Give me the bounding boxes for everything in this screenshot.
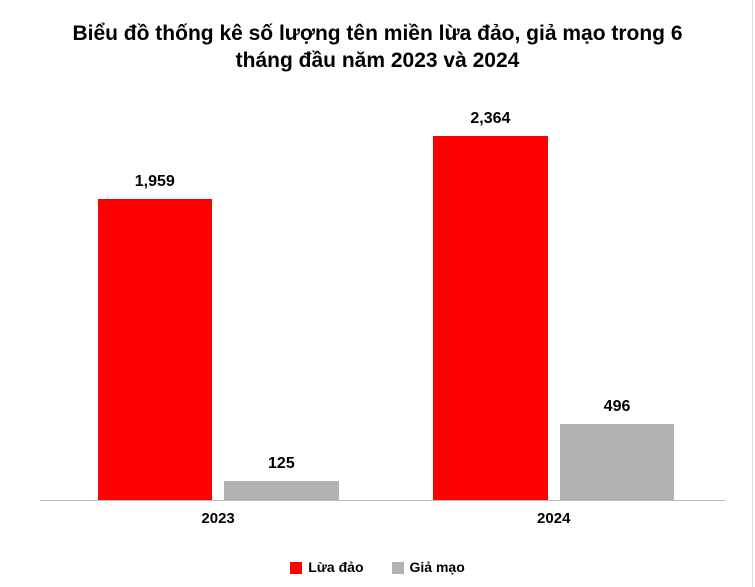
right-border xyxy=(752,0,753,587)
bar-value-label: 125 xyxy=(224,455,339,473)
plot-area: 1,95912520232,3644962024 xyxy=(40,100,725,501)
bar: 1,959 xyxy=(98,199,213,500)
bar-value-label: 2,364 xyxy=(433,110,548,128)
legend-swatch xyxy=(392,562,404,574)
category-label: 2023 xyxy=(67,500,368,527)
category-label: 2024 xyxy=(403,500,704,527)
legend-text: Lừa đảo xyxy=(308,559,363,575)
bar-group: 1,9591252023 xyxy=(67,100,368,500)
bar: 125 xyxy=(224,481,339,500)
bar: 2,364 xyxy=(433,136,548,500)
chart-title: Biểu đồ thống kê số lượng tên miền lừa đ… xyxy=(0,0,755,75)
chart-container: Biểu đồ thống kê số lượng tên miền lừa đ… xyxy=(0,0,755,587)
legend-swatch xyxy=(290,562,302,574)
legend-item: Giả mạo xyxy=(392,559,465,575)
bar-value-label: 1,959 xyxy=(98,173,213,191)
bar: 496 xyxy=(560,424,675,500)
legend: Lừa đảo Giả mạo xyxy=(0,559,755,575)
bar-group: 2,3644962024 xyxy=(403,100,704,500)
legend-item: Lừa đảo xyxy=(290,559,363,575)
bar-value-label: 496 xyxy=(560,398,675,416)
legend-text: Giả mạo xyxy=(410,559,465,575)
